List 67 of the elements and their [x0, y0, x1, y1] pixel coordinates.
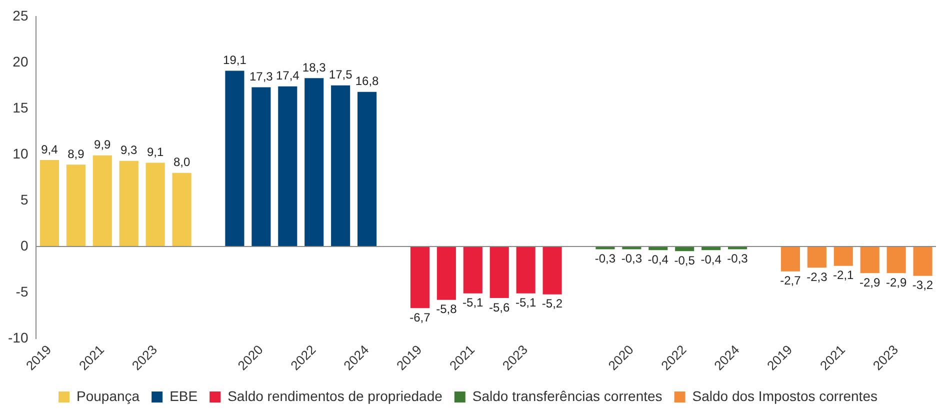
data-label: 17,4 — [276, 68, 300, 83]
data-label: -0,3 — [727, 252, 748, 266]
bar — [358, 92, 377, 246]
legend-label: Saldo rendimentos de propriedade — [228, 388, 443, 404]
bar — [172, 172, 192, 246]
data-label: -2,3 — [806, 270, 828, 284]
bar — [119, 160, 138, 246]
y-tick-label: 5 — [20, 191, 28, 208]
data-label: 9,3 — [120, 143, 138, 158]
bar — [436, 246, 456, 300]
data-label: -0,5 — [674, 253, 696, 268]
data-label: 17,5 — [328, 68, 353, 82]
data-label: -2,9 — [859, 275, 880, 290]
y-tick-label: 25 — [12, 7, 28, 24]
bar — [463, 246, 482, 294]
legend-label: EBE — [170, 388, 198, 404]
bar — [92, 155, 112, 246]
bar — [516, 246, 536, 294]
y-tick-label: -10 — [8, 329, 28, 346]
data-label: 9,9 — [94, 138, 112, 152]
legend-label: Poupança — [76, 388, 140, 404]
bar — [886, 246, 906, 274]
data-label: 9,1 — [146, 145, 164, 160]
bar — [807, 246, 826, 268]
bar — [40, 160, 59, 246]
data-label: 8,9 — [68, 146, 85, 161]
y-tick-label: -5 — [16, 283, 28, 300]
data-label: -6,7 — [410, 310, 431, 324]
bar — [278, 86, 298, 246]
data-label: 9,4 — [41, 142, 58, 156]
bar — [542, 246, 562, 294]
bar — [331, 85, 350, 246]
bar — [146, 162, 165, 246]
legend-label: Saldo transferências correntes — [472, 388, 662, 404]
bar — [860, 246, 880, 274]
bar — [913, 246, 932, 276]
data-label: -3,2 — [912, 278, 934, 292]
data-label: 16,8 — [355, 74, 380, 88]
data-label: 19,1 — [223, 53, 247, 68]
bar — [490, 246, 509, 298]
data-label: 18,3 — [302, 60, 326, 74]
y-tick-label: 10 — [12, 145, 28, 162]
y-tick-label: 20 — [12, 53, 28, 70]
data-label: 17,3 — [249, 70, 274, 84]
bar — [252, 87, 271, 246]
bar — [780, 246, 800, 272]
bar — [834, 246, 853, 266]
data-label: -2,9 — [886, 275, 907, 290]
data-label: -2,1 — [833, 268, 854, 282]
data-label: -5,8 — [436, 302, 458, 316]
y-tick-label: 0 — [20, 237, 28, 254]
data-label: 8,0 — [173, 155, 190, 170]
data-label: -5,1 — [462, 296, 484, 310]
bar — [66, 164, 86, 246]
data-label: -5,1 — [515, 296, 536, 310]
data-label: -5,2 — [542, 296, 563, 311]
data-label: -0,4 — [700, 252, 722, 266]
legend-label: Saldo dos Impostos correntes — [692, 388, 878, 404]
bar — [304, 78, 324, 246]
data-label: -2,7 — [780, 274, 802, 288]
y-tick-label: 15 — [12, 99, 28, 116]
bar — [410, 246, 430, 308]
data-label: -5,6 — [489, 300, 510, 314]
data-label: -0,4 — [648, 252, 669, 266]
bar — [225, 70, 244, 246]
data-label: -0,3 — [594, 252, 616, 266]
data-label: -0,3 — [621, 252, 642, 266]
